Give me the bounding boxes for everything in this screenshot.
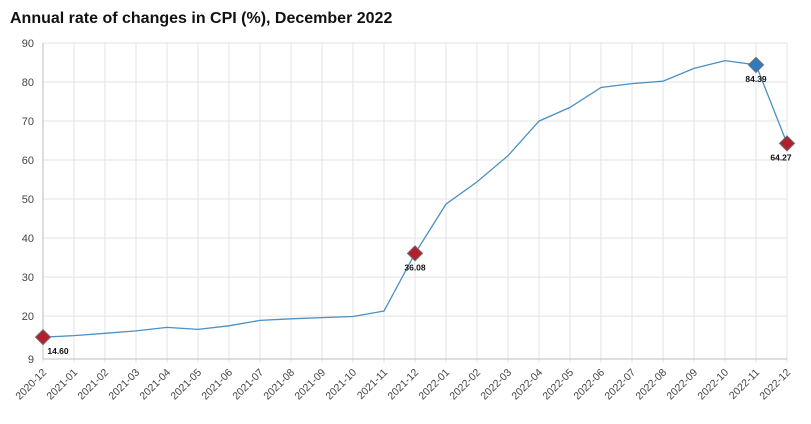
- x-tick-label: 2021-10: [323, 367, 359, 403]
- data-point: [135, 329, 138, 332]
- data-point: [104, 332, 107, 335]
- x-tick-label: 2021-01: [44, 367, 80, 403]
- x-tick-label: 2020-12: [13, 367, 49, 403]
- highlight-markers: 14.60 36.08 84.39 64.27: [34, 56, 796, 356]
- data-point: [600, 86, 603, 89]
- data-point: [197, 328, 200, 331]
- y-tick-label: 9: [28, 354, 34, 366]
- x-tick-label: 2021-08: [261, 367, 297, 403]
- x-tick-label: 2021-02: [75, 367, 111, 403]
- x-tick-label: 2022-03: [478, 367, 514, 403]
- x-axis: 2020-122021-012021-022021-032021-042021-…: [13, 358, 793, 403]
- y-tick-label: 40: [22, 233, 34, 245]
- data-point: [538, 120, 541, 123]
- data-point: [724, 59, 727, 62]
- data-point: [321, 316, 324, 319]
- grid-lines: [42, 42, 788, 363]
- data-label: 64.27: [770, 152, 792, 162]
- data-point: [569, 106, 572, 109]
- data-point: [476, 180, 479, 183]
- data-label: 84.39: [745, 74, 767, 84]
- highlight-marker: [747, 56, 765, 74]
- x-tick-label: 2021-07: [230, 367, 266, 403]
- data-label: 36.08: [404, 262, 426, 272]
- data-point: [662, 80, 665, 83]
- data-point: [631, 82, 634, 85]
- x-tick-label: 2022-08: [633, 367, 669, 403]
- x-tick-label: 2022-07: [602, 367, 638, 403]
- highlight-marker: [778, 135, 796, 152]
- x-tick-label: 2022-01: [416, 367, 452, 403]
- x-tick-label: 2021-12: [385, 367, 421, 403]
- data-point: [259, 319, 262, 322]
- y-tick-label: 70: [22, 116, 34, 128]
- x-tick-label: 2021-11: [355, 367, 390, 402]
- x-tick-label: 2022-06: [571, 367, 607, 403]
- x-tick-label: 2022-11: [727, 367, 762, 402]
- data-point: [352, 315, 355, 318]
- y-tick-label: 50: [22, 194, 34, 206]
- data-label: 14.60: [47, 346, 69, 356]
- x-tick-label: 2021-05: [168, 367, 204, 403]
- y-tick-label: 90: [22, 38, 34, 50]
- y-tick-label: 30: [22, 272, 34, 284]
- y-axis: 9 20 30 40 50 60 70 80 90: [22, 38, 44, 366]
- x-tick-label: 2022-05: [540, 367, 576, 403]
- chart-title: Annual rate of changes in CPI (%), Decem…: [10, 10, 393, 27]
- highlight-marker: [406, 245, 424, 262]
- data-point: [73, 334, 76, 337]
- data-point: [228, 324, 231, 327]
- data-point: [166, 326, 169, 329]
- x-tick-label: 2021-09: [292, 367, 328, 403]
- highlight-marker: [34, 328, 52, 346]
- x-tick-label: 2022-10: [695, 367, 731, 403]
- x-tick-label: 2022-02: [447, 367, 483, 403]
- data-point: [693, 67, 696, 70]
- x-tick-label: 2021-06: [199, 367, 235, 403]
- x-tick-label: 2022-12: [757, 367, 793, 403]
- data-point: [445, 203, 448, 206]
- data-point: [383, 310, 386, 313]
- y-tick-label: 20: [22, 311, 34, 323]
- x-tick-label: 2021-04: [137, 367, 173, 403]
- x-tick-label: 2021-03: [106, 367, 142, 403]
- data-point: [507, 154, 510, 157]
- x-tick-label: 2022-04: [509, 367, 545, 403]
- y-tick-label: 60: [22, 155, 34, 167]
- data-point: [290, 317, 293, 320]
- x-tick-label: 2022-09: [664, 367, 700, 403]
- y-tick-label: 80: [22, 77, 34, 89]
